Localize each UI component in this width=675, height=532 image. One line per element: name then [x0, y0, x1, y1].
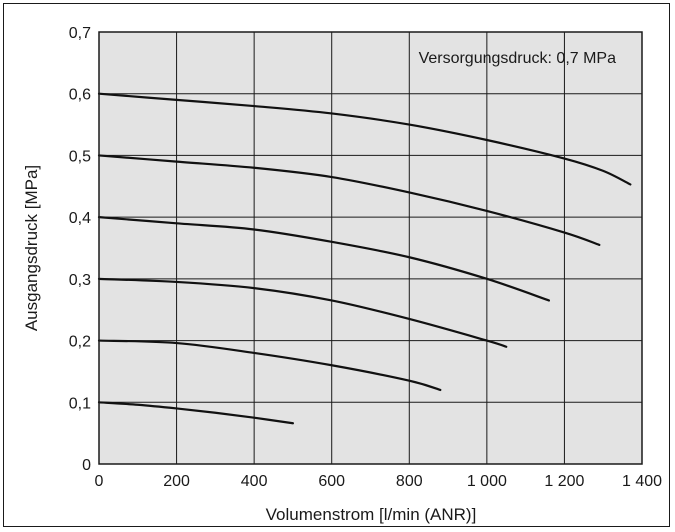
y-axis-label: Ausgangsdruck [MPa]: [22, 165, 41, 331]
x-tick-label: 1 400: [622, 473, 662, 490]
annotation: Versorgungsdruck: 0,7 MPa: [419, 50, 617, 67]
x-tick-label: 1 200: [544, 473, 584, 490]
y-tick-label: 0,2: [69, 334, 91, 351]
y-tick-label: 0,1: [69, 395, 91, 412]
y-tick-label: 0,5: [69, 148, 91, 165]
x-tick-label: 800: [396, 473, 423, 490]
y-tick-label: 0: [82, 457, 91, 474]
y-tick-labels: 0 0,1 0,2 0,3 0,4 0,5 0,6 0,7: [69, 25, 91, 474]
x-tick-label: 1 000: [467, 473, 507, 490]
y-tick-label: 0,3: [69, 272, 91, 289]
y-tick-label: 0,4: [69, 210, 91, 227]
x-tick-labels: 0 200 400 600 800 1 000 1 200 1 400: [95, 473, 663, 490]
x-tick-label: 0: [95, 473, 104, 490]
x-tick-label: 400: [241, 473, 268, 490]
y-tick-label: 0,7: [69, 25, 91, 42]
x-tick-label: 200: [163, 473, 190, 490]
y-tick-label: 0,6: [69, 87, 91, 104]
x-axis-label: Volumenstrom [l/min (ANR)]: [266, 505, 477, 524]
x-tick-label: 600: [318, 473, 345, 490]
